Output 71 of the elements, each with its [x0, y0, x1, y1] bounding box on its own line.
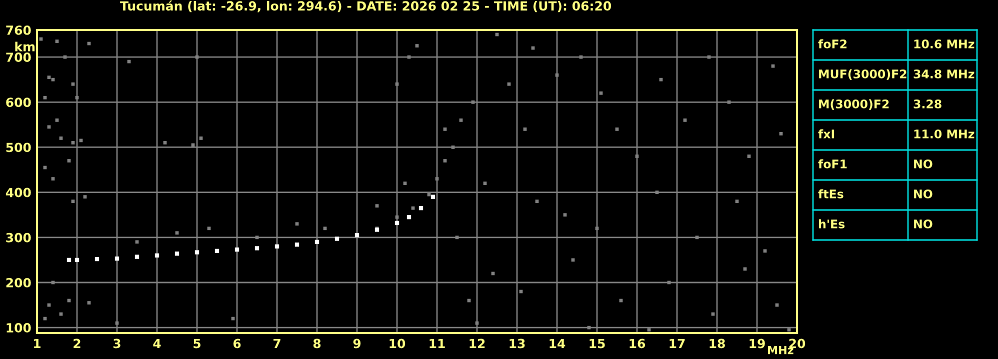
point	[314, 240, 320, 244]
text: ftEs	[818, 189, 844, 198]
x-tick-label: 20	[789, 338, 806, 348]
text: NO	[914, 219, 932, 228]
point	[154, 253, 160, 258]
point	[74, 258, 80, 262]
text: fxI	[818, 129, 834, 138]
y-axis-title: km	[15, 42, 35, 52]
point	[395, 215, 399, 219]
point	[334, 236, 340, 241]
x-tick-label: 11	[430, 338, 445, 348]
point	[435, 177, 439, 180]
x-tick-label: 14	[550, 338, 566, 348]
x-axis-title: MHz	[768, 346, 794, 354]
x-tick-label: 19	[750, 338, 765, 348]
y-tick-label: 400	[6, 188, 31, 198]
point	[427, 192, 431, 196]
text: NO	[914, 189, 932, 198]
x-tick-label: 8	[313, 338, 321, 348]
point	[274, 244, 280, 249]
x-tick-label: 13	[510, 338, 525, 348]
y-tick-label: 500	[6, 142, 31, 152]
x-tick-label: 12	[470, 338, 485, 348]
x-tick-label: 1	[34, 338, 40, 348]
x-tick-label: 9	[353, 338, 361, 348]
point	[406, 215, 412, 220]
text: 34.8 MHz	[914, 69, 974, 78]
y-tick-label: 600	[6, 98, 31, 108]
text: foF2	[818, 39, 846, 48]
point	[354, 233, 360, 238]
point	[294, 242, 300, 247]
y-tick-label: 200	[6, 278, 31, 288]
x-tick-label: 7	[273, 338, 280, 348]
text: 3.28	[914, 99, 942, 108]
text: 10.6 MHz	[914, 39, 974, 48]
point	[418, 206, 424, 210]
point	[66, 258, 72, 262]
x-tick-label: 10	[390, 338, 406, 348]
x-tick-label: 3	[113, 338, 120, 348]
point	[174, 252, 180, 256]
text: MUF(3000)F2	[819, 69, 906, 80]
point	[234, 248, 240, 252]
text: foF1	[818, 159, 847, 168]
point	[430, 194, 436, 199]
x-tick-label: 18	[710, 338, 725, 348]
text: h'Es	[818, 219, 845, 228]
x-tick-label: 16	[630, 338, 646, 348]
text: NO	[914, 159, 932, 168]
x-tick-label: 2	[74, 338, 80, 348]
point	[94, 256, 100, 262]
point	[214, 248, 220, 254]
point	[194, 250, 200, 254]
point	[114, 256, 120, 261]
point	[254, 246, 260, 250]
x-tick-label: 15	[590, 338, 605, 348]
x-tick-label: 6	[233, 338, 241, 348]
x-tick-label: 5	[194, 338, 200, 348]
x-tick-label: 4	[153, 338, 161, 348]
chart-title: Tucumán (lat: -26.9, lon: 294.6) - DATE: 2026 02 25 - TIME (UT): 06:20	[120, 0, 612, 12]
y-tick-label: 700	[6, 52, 31, 62]
text: M(3000)F2	[819, 99, 889, 110]
point	[443, 159, 447, 162]
point	[394, 220, 400, 226]
x-tick-label: 17	[670, 338, 685, 348]
y-tick-label: 760	[6, 25, 31, 35]
point	[411, 206, 415, 210]
text: 11.0 MHz	[914, 129, 974, 138]
point	[134, 254, 140, 259]
y-tick-label: 100	[6, 323, 31, 333]
y-tick-label: 300	[6, 232, 31, 242]
point	[451, 146, 455, 149]
